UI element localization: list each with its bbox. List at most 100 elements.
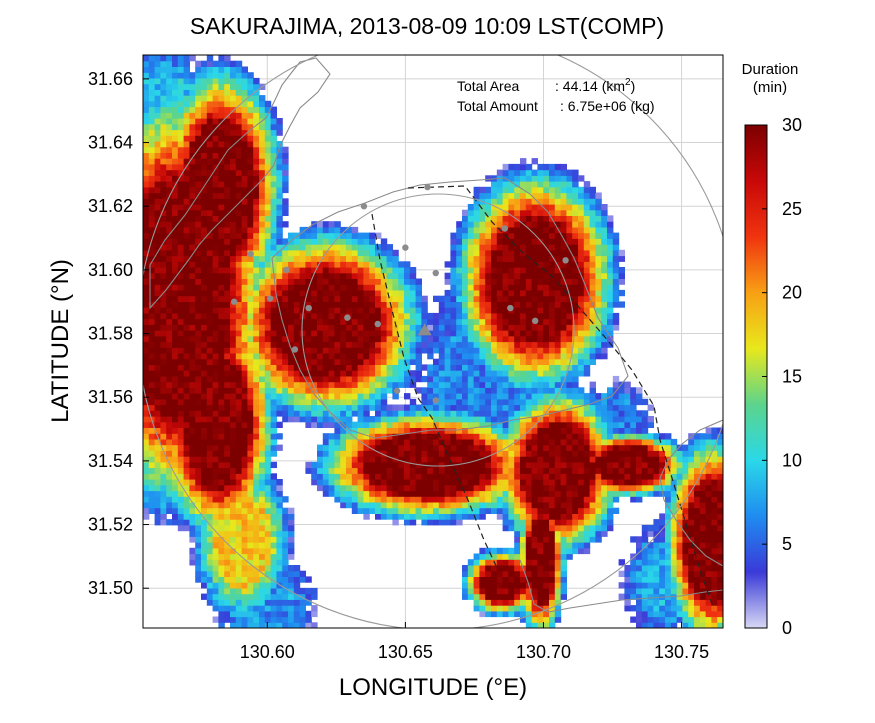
duration-pixel — [386, 404, 393, 411]
duration-pixel — [485, 312, 492, 320]
duration-pixel — [386, 272, 393, 279]
duration-pixel — [589, 479, 596, 486]
duration-pixel — [630, 593, 637, 600]
duration-pixel — [525, 599, 533, 606]
duration-pixel — [264, 605, 272, 612]
duration-pixel — [444, 416, 451, 423]
duration-pixel — [566, 444, 573, 451]
duration-pixel — [496, 358, 504, 365]
duration-pixel — [375, 370, 382, 377]
duration-pixel — [491, 565, 498, 572]
duration-pixel — [317, 335, 324, 343]
duration-pixel — [375, 341, 382, 348]
duration-pixel — [531, 416, 538, 423]
duration-pixel — [183, 330, 190, 337]
duration-pixel — [624, 587, 631, 595]
duration-pixel — [143, 358, 150, 365]
duration-pixel — [589, 335, 596, 343]
duration-pixel — [578, 267, 585, 274]
duration-pixel — [201, 318, 208, 325]
duration-pixel — [224, 501, 231, 509]
duration-pixel — [601, 289, 608, 297]
duration-pixel — [444, 484, 451, 492]
duration-pixel — [218, 519, 225, 526]
duration-pixel — [270, 255, 277, 262]
duration-pixel — [253, 433, 260, 440]
duration-pixel — [595, 501, 602, 509]
duration-pixel — [276, 513, 283, 520]
duration-pixel — [166, 490, 173, 497]
duration-pixel — [363, 421, 370, 428]
duration-pixel — [583, 301, 591, 308]
duration-pixel — [665, 490, 672, 497]
duration-pixel — [224, 461, 231, 469]
duration-pixel — [711, 519, 718, 526]
duration-pixel — [496, 570, 504, 577]
duration-pixel — [699, 473, 707, 480]
duration-pixel — [433, 433, 440, 440]
duration-pixel — [415, 507, 422, 514]
duration-pixel — [543, 622, 550, 628]
duration-pixel — [688, 456, 695, 463]
duration-pixel — [241, 324, 248, 331]
duration-pixel — [398, 444, 405, 451]
duration-pixel — [572, 261, 579, 268]
duration-pixel — [317, 421, 324, 428]
duration-pixel — [554, 410, 562, 417]
duration-pixel — [270, 330, 277, 337]
duration-pixel — [595, 404, 602, 411]
duration-pixel — [224, 370, 231, 377]
duration-pixel — [218, 427, 225, 434]
duration-pixel — [357, 421, 364, 428]
duration-pixel — [595, 324, 602, 331]
duration-pixel — [363, 490, 370, 497]
duration-pixel — [247, 438, 254, 446]
duration-pixel — [201, 353, 208, 360]
duration-pixel — [380, 324, 388, 331]
duration-pixel — [554, 593, 562, 600]
duration-pixel — [607, 490, 614, 497]
duration-pixel — [404, 450, 411, 457]
duration-pixel — [206, 456, 214, 463]
duration-pixel — [259, 587, 266, 595]
duration-pixel — [520, 599, 527, 606]
duration-pixel — [618, 404, 625, 411]
duration-pixel — [340, 255, 347, 262]
duration-pixel — [612, 249, 620, 257]
duration-pixel — [479, 582, 486, 589]
duration-pixel — [491, 416, 498, 423]
duration-pixel — [549, 599, 556, 606]
duration-pixel — [230, 444, 237, 451]
duration-pixel — [473, 261, 480, 268]
duration-pixel — [705, 576, 712, 583]
duration-pixel — [514, 484, 521, 492]
duration-pixel — [537, 261, 544, 268]
duration-pixel — [554, 404, 562, 411]
duration-pixel — [520, 547, 527, 555]
duration-pixel — [560, 353, 567, 360]
duration-pixel — [351, 461, 359, 469]
duration-pixel — [340, 427, 347, 434]
duration-pixel — [305, 593, 312, 600]
duration-pixel — [276, 519, 283, 526]
duration-pixel — [473, 479, 480, 486]
duration-pixel — [502, 484, 509, 492]
duration-pixel — [172, 347, 179, 354]
duration-pixel — [195, 289, 202, 297]
duration-pixel — [491, 347, 498, 354]
duration-pixel — [566, 416, 573, 423]
duration-pixel — [549, 587, 556, 595]
duration-pixel — [340, 490, 347, 497]
duration-pixel — [148, 301, 156, 308]
duration-pixel — [537, 433, 544, 440]
duration-pixel — [485, 301, 492, 308]
duration-pixel — [177, 244, 185, 251]
duration-pixel — [241, 427, 248, 434]
duration-pixel — [241, 335, 248, 343]
duration-pixel — [241, 433, 248, 440]
duration-pixel — [578, 433, 585, 440]
duration-pixel — [241, 616, 248, 623]
duration-pixel — [514, 524, 521, 532]
duration-pixel — [444, 461, 451, 469]
duration-pixel — [438, 330, 446, 337]
